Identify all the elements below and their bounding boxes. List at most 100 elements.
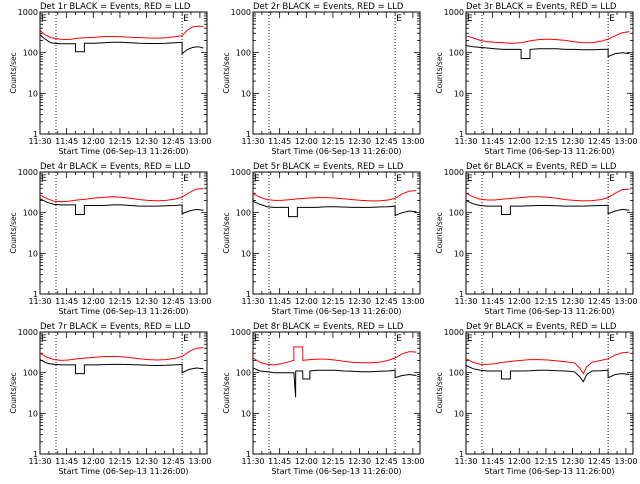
y-tick-label: 1 [459, 450, 464, 459]
chart-panel-4: Det 4r BLACK = Events, RED = LLD 1 10 100 10… [9, 162, 211, 316]
event-marker-label: E [467, 334, 473, 344]
event-marker-label: E [467, 14, 473, 24]
x-tick-label: 12:30 [348, 137, 371, 146]
y-tick-label: 100 [23, 49, 38, 58]
x-axis-label: Start Time (06-Sep-13 11:26:00) [58, 467, 188, 476]
x-tick-label: 11:45 [268, 457, 291, 466]
series-lld-red [39, 347, 204, 361]
y-axis-label: Counts/sec [435, 52, 444, 93]
x-tick-label: 12:00 [508, 297, 531, 306]
plot-frame [39, 331, 208, 455]
y-tick-label: 10 [454, 89, 464, 98]
y-tick-label: 10 [241, 89, 251, 98]
y-tick-label: 10 [454, 249, 464, 258]
chart-title: Det 6r BLACK = Events, RED = LLD [466, 162, 617, 172]
x-tick-label: 12:45 [162, 297, 185, 306]
chart-panel-5: Det 5r BLACK = Events, RED = LLD 1 10 100 10… [222, 162, 424, 316]
x-tick-label: 12:15 [108, 137, 131, 146]
x-axis-label: Start Time (06-Sep-13 11:26:00) [271, 307, 401, 316]
y-axis-label: Counts/sec [435, 212, 444, 253]
x-tick-label: 13:00 [401, 137, 424, 146]
y-tick-label: 10 [28, 89, 38, 98]
x-axis-label: Start Time (06-Sep-13 11:26:00) [271, 467, 401, 476]
chart-panel-6: Det 6r BLACK = Events, RED = LLD 1 10 100 10… [435, 162, 637, 316]
y-tick-label: 1000 [231, 8, 251, 17]
y-tick-label: 1000 [18, 168, 38, 177]
y-tick-label: 10 [28, 249, 38, 258]
y-tick-label: 1000 [444, 328, 464, 337]
chart-panel-3: Det 3r BLACK = Events, RED = LLD 1 10 100 10… [435, 2, 637, 156]
x-tick-label: 12:00 [82, 297, 105, 306]
series-events-black [465, 365, 630, 383]
chart-title: Det 7r BLACK = Events, RED = LLD [40, 322, 191, 332]
x-tick-label: 11:30 [28, 297, 51, 306]
event-marker-label: E [254, 174, 260, 184]
y-tick-label: 10 [454, 409, 464, 418]
y-tick-label: 1 [246, 450, 251, 459]
y-axis-label: Counts/sec [9, 212, 18, 253]
x-tick-label: 11:45 [55, 137, 78, 146]
y-tick-label: 10 [241, 249, 251, 258]
x-tick-label: 12:45 [375, 457, 398, 466]
y-tick-label: 1 [33, 450, 38, 459]
series-lld-red [465, 31, 630, 44]
x-tick-label: 13:00 [401, 297, 424, 306]
series-events-black [39, 34, 204, 55]
x-tick-label: 12:45 [588, 137, 611, 146]
x-tick-label: 11:45 [481, 457, 504, 466]
x-tick-label: 13:00 [188, 457, 211, 466]
series-events-black [252, 200, 417, 218]
series-events-black [39, 198, 204, 215]
x-tick-label: 12:30 [561, 137, 584, 146]
y-axis-label: Counts/sec [222, 52, 231, 93]
x-tick-label: 12:45 [375, 137, 398, 146]
chart-panel-9: Det 9r BLACK = Events, RED = LLD 1 10 100 10… [435, 322, 637, 476]
x-tick-label: 12:00 [295, 457, 318, 466]
x-tick-label: 13:00 [401, 457, 424, 466]
series-lld-red [39, 25, 204, 41]
plot-frame [252, 11, 421, 135]
x-tick-label: 12:15 [534, 457, 557, 466]
x-tick-label: 12:15 [534, 137, 557, 146]
plot-frame [465, 171, 634, 295]
chart-panel-8: Det 8r BLACK = Events, RED = LLD 1 10 100 10… [222, 322, 424, 476]
x-tick-label: 13:00 [188, 297, 211, 306]
x-tick-label: 12:00 [82, 137, 105, 146]
y-tick-label: 100 [23, 369, 38, 378]
event-marker-label: E [396, 14, 402, 24]
chart-title: Det 1r BLACK = Events, RED = LLD [40, 2, 191, 12]
event-marker-label: E [183, 174, 189, 184]
y-tick-label: 1 [459, 130, 464, 139]
event-marker-label: E [467, 174, 473, 184]
y-tick-label: 1 [246, 130, 251, 139]
x-tick-label: 12:45 [588, 297, 611, 306]
x-tick-label: 12:45 [162, 457, 185, 466]
x-tick-label: 11:30 [454, 137, 477, 146]
series-lld-red [39, 188, 204, 203]
x-tick-label: 12:15 [321, 457, 344, 466]
y-tick-label: 100 [236, 49, 251, 58]
y-tick-label: 1000 [231, 168, 251, 177]
x-tick-label: 12:45 [162, 137, 185, 146]
y-tick-label: 1000 [444, 8, 464, 17]
event-marker-label: E [396, 334, 402, 344]
x-tick-label: 12:15 [108, 297, 131, 306]
x-tick-label: 12:30 [561, 297, 584, 306]
x-tick-label: 11:45 [55, 457, 78, 466]
y-tick-label: 1 [33, 290, 38, 299]
chart-title: Det 9r BLACK = Events, RED = LLD [466, 322, 617, 332]
event-marker-label: E [41, 334, 47, 344]
y-tick-label: 1 [246, 290, 251, 299]
x-tick-label: 11:30 [28, 137, 51, 146]
y-axis-label: Counts/sec [222, 212, 231, 253]
y-tick-label: 1000 [444, 168, 464, 177]
x-axis-label: Start Time (06-Sep-13 11:26:00) [271, 147, 401, 156]
x-tick-label: 12:30 [135, 137, 158, 146]
x-tick-label: 12:15 [534, 297, 557, 306]
series-events-black [465, 199, 630, 215]
y-tick-label: 100 [23, 209, 38, 218]
y-tick-label: 1000 [18, 8, 38, 17]
x-tick-label: 13:00 [188, 137, 211, 146]
x-tick-label: 12:00 [508, 137, 531, 146]
x-tick-label: 11:30 [241, 457, 264, 466]
